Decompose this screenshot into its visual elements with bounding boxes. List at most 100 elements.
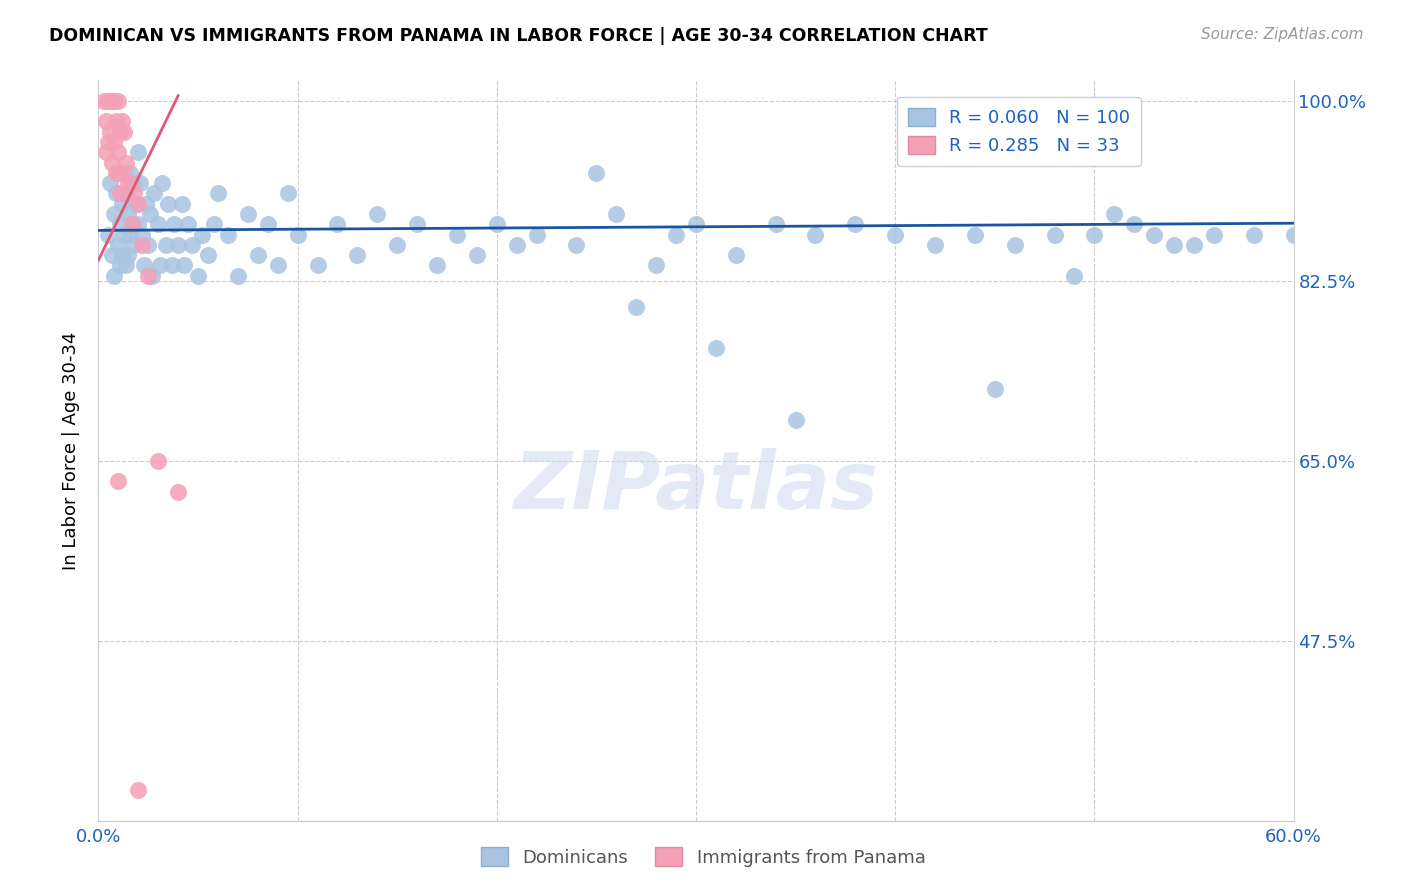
Point [1104, 207, 1126, 221]
Point [121, 217, 143, 231]
Point [1083, 227, 1105, 242]
Point [217, 227, 239, 242]
Point [287, 227, 309, 242]
Point [97, 94, 120, 108]
Point [125, 196, 148, 211]
Point [103, 94, 125, 108]
Point [1143, 227, 1166, 242]
Point [187, 268, 209, 283]
Point [173, 259, 195, 273]
Point [181, 237, 204, 252]
Point [149, 259, 172, 273]
Point [924, 237, 946, 252]
Point [124, 176, 146, 190]
Point [207, 186, 229, 201]
Point [93, 94, 115, 108]
Point [97, 135, 120, 149]
Point [1004, 237, 1026, 252]
Point [172, 196, 194, 211]
Point [124, 237, 146, 252]
Point [103, 268, 125, 283]
Point [804, 227, 827, 242]
Point [155, 237, 177, 252]
Point [765, 217, 787, 231]
Point [197, 248, 219, 262]
Point [236, 207, 259, 221]
Point [163, 217, 186, 231]
Point [346, 248, 368, 262]
Point [136, 268, 159, 283]
Point [685, 217, 707, 231]
Point [605, 207, 627, 221]
Point [110, 259, 132, 273]
Text: DOMINICAN VS IMMIGRANTS FROM PANAMA IN LABOR FORCE | AGE 30-34 CORRELATION CHART: DOMINICAN VS IMMIGRANTS FROM PANAMA IN L… [49, 27, 988, 45]
Point [98, 176, 122, 190]
Point [120, 227, 142, 242]
Legend: R = 0.060   N = 100, R = 0.285   N = 33: R = 0.060 N = 100, R = 0.285 N = 33 [897, 96, 1142, 166]
Point [844, 217, 866, 231]
Point [1163, 237, 1185, 252]
Point [426, 259, 449, 273]
Point [117, 176, 139, 190]
Point [101, 248, 124, 262]
Point [131, 237, 153, 252]
Point [97, 227, 120, 242]
Point [105, 166, 128, 180]
Point [127, 196, 149, 211]
Point [177, 217, 200, 231]
Point [984, 382, 1007, 396]
Point [117, 865, 139, 880]
Point [884, 227, 907, 242]
Point [117, 207, 139, 221]
Point [139, 207, 162, 221]
Point [107, 475, 129, 489]
Point [406, 217, 429, 231]
Point [107, 237, 129, 252]
Point [963, 227, 986, 242]
Point [485, 217, 508, 231]
Point [1182, 237, 1205, 252]
Point [1282, 227, 1305, 242]
Point [112, 227, 135, 242]
Point [101, 94, 124, 108]
Y-axis label: In Labor Force | Age 30-34: In Labor Force | Age 30-34 [62, 331, 80, 570]
Point [105, 114, 128, 128]
Point [110, 217, 132, 231]
Point [277, 186, 299, 201]
Point [103, 135, 125, 149]
Point [267, 259, 290, 273]
Point [157, 196, 180, 211]
Point [226, 268, 249, 283]
Point [115, 259, 138, 273]
Point [1063, 268, 1085, 283]
Point [1202, 227, 1225, 242]
Point [704, 341, 727, 355]
Point [141, 268, 163, 283]
Point [626, 300, 648, 314]
Point [136, 237, 159, 252]
Point [107, 94, 129, 108]
Point [143, 186, 166, 201]
Point [111, 248, 134, 262]
Point [1043, 227, 1066, 242]
Text: Source: ZipAtlas.com: Source: ZipAtlas.com [1201, 27, 1364, 42]
Point [98, 94, 122, 108]
Point [785, 412, 807, 426]
Point [96, 145, 118, 160]
Point [110, 186, 132, 201]
Text: ZIPatlas: ZIPatlas [513, 449, 879, 526]
Point [256, 217, 278, 231]
Point [724, 248, 747, 262]
Point [167, 484, 190, 499]
Point [112, 166, 135, 180]
Point [526, 227, 548, 242]
Point [326, 217, 349, 231]
Point [148, 454, 170, 468]
Point [565, 237, 588, 252]
Point [585, 166, 607, 180]
Point [385, 237, 409, 252]
Point [148, 217, 170, 231]
Point [120, 166, 142, 180]
Point [115, 155, 138, 169]
Point [246, 248, 269, 262]
